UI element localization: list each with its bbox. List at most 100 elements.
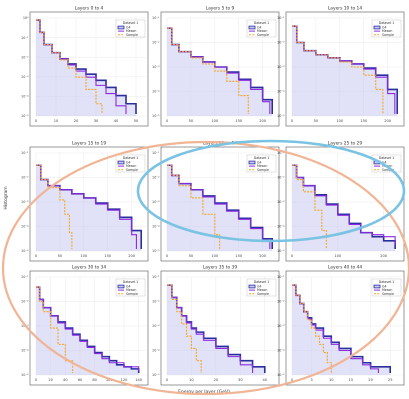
x-tick-label: 200 <box>384 119 392 123</box>
x-tick-label: 100 <box>336 119 344 123</box>
series-sample <box>36 19 103 114</box>
legend-label-sample: Sample <box>257 168 269 172</box>
x-tick-label: 200 <box>259 119 267 123</box>
x-tick-label: 150 <box>104 254 112 258</box>
x-tick-label: 30 <box>238 378 243 382</box>
x-tick-label: 0 <box>291 119 294 123</box>
panel-8: Layers 35 to 39 0 10 20 30 40 10⁻¹ 10⁻² 10⁻³ 10⁻⁴… <box>152 265 280 386</box>
legend-label-sample: Sample <box>126 33 138 37</box>
x-tick-label: 0 <box>166 378 169 382</box>
series-sample <box>292 25 384 114</box>
y-tick-label: 10⁻¹ <box>277 16 285 20</box>
series-sample <box>36 164 73 249</box>
y-tick-label: 10⁻⁵ <box>277 114 285 118</box>
legend-swatch-g4 <box>248 160 256 165</box>
x-tick-label: 120 <box>121 378 129 382</box>
panel-title: Layers 35 to 39 <box>203 265 238 271</box>
panel-4: Layers 15 to 19 0 50 100 150 200 10⁻¹ 10⁻² 10⁻³ 1… <box>21 141 149 262</box>
series-meson <box>292 25 396 114</box>
x-tick-label: 10 <box>329 378 334 382</box>
legend-label-sample: Sample <box>257 33 269 37</box>
y-tick-label: 10⁻¹ <box>21 151 29 155</box>
y-tick-label: 10⁻⁴ <box>21 95 29 99</box>
y-tick-label: 10⁻² <box>21 55 29 59</box>
x-tick-label: 80 <box>92 378 97 382</box>
legend-swatch-g4 <box>248 25 256 30</box>
y-tick-label: 10⁻² <box>152 300 160 304</box>
legend-box <box>115 19 146 38</box>
legend-box <box>371 19 402 38</box>
panel-3: Layers 10 to 14 0 50 100 150 200 10⁻¹ 10⁻² 10⁻³ 1… <box>277 6 405 127</box>
legend-swatch-g4 <box>117 284 125 289</box>
panel-title: Layers 5 to 9 <box>206 6 235 12</box>
series-fill-g4 <box>36 165 142 251</box>
legend-box <box>371 154 402 173</box>
x-tick-label: 140 <box>135 378 143 382</box>
panel-2: Layers 5 to 9 0 50 100 150 200 10⁻¹ 10⁻² 10⁻³ 10⁻… <box>152 6 280 127</box>
x-tick-label: 10 <box>189 378 194 382</box>
series-sample <box>167 27 249 114</box>
y-tick-label: 10⁻² <box>21 176 29 180</box>
legend-label-meson: Meson <box>126 164 136 168</box>
panel-5: Layers 20 to 240 50 100 150 20010⁻¹10⁻²10⁻³1… <box>152 141 280 262</box>
y-tick-label: 10⁻⁵ <box>277 373 285 377</box>
y-tick-label: 10⁻⁴ <box>277 90 285 94</box>
legend-swatch-g4 <box>117 160 125 165</box>
legend-label-sample: Sample <box>126 168 138 172</box>
x-tick-label: 20 <box>74 119 79 123</box>
y-tick-label: 10⁻⁴ <box>152 90 160 94</box>
x-tick-label: 200 <box>259 254 267 258</box>
x-tick-label: 150 <box>235 119 243 123</box>
series-fill-g4 <box>36 287 139 375</box>
legend-label-g4: G4 <box>257 26 262 30</box>
x-tick-label: 0 <box>166 254 169 258</box>
series-sample <box>167 284 202 373</box>
panel-title: Layers 0 to 4 <box>75 6 104 12</box>
legend-label-sample: Sample <box>126 292 138 296</box>
legend-title: Dataset 1 <box>379 280 395 284</box>
x-tick-label: 40 <box>114 119 119 123</box>
y-tick-label: 10⁻¹ <box>277 151 285 155</box>
x-tick-label: 0 <box>35 254 38 258</box>
x-tick-label: 20 <box>214 378 219 382</box>
panel-7: Layers 30 to 340 20 40 60 80 100 120 14010⁻¹10⁻… <box>21 265 149 386</box>
y-tick-label: 10⁻⁵ <box>277 249 285 253</box>
legend-swatch-g4 <box>373 25 381 30</box>
x-tick-label: 0 <box>291 254 294 258</box>
x-tick-label: 100 <box>211 119 219 123</box>
x-tick-label: 200 <box>128 254 136 258</box>
legend-title: Dataset 1 <box>123 21 139 25</box>
figure-ylabel: Histogram <box>3 186 9 209</box>
legend-title: Dataset 1 <box>254 280 270 284</box>
panel-title: Layers 30 to 34 <box>72 265 107 271</box>
y-tick-label: 10⁻⁴ <box>152 349 160 353</box>
x-tick-label: 0 <box>291 378 294 382</box>
y-tick-label: 10⁻³ <box>21 75 29 79</box>
legend-label-meson: Meson <box>257 164 267 168</box>
legend-title: Dataset 1 <box>254 21 270 25</box>
legend-label-meson: Meson <box>126 29 136 33</box>
x-tick-label: 200 <box>380 254 388 258</box>
legend-box <box>246 154 277 173</box>
y-tick-label: 10⁻² <box>277 176 285 180</box>
y-tick-label: 10⁻² <box>152 41 160 45</box>
y-tick-label: 10⁻⁵ <box>152 373 160 377</box>
x-tick-label: 0 <box>35 119 38 123</box>
legend-label-meson: Meson <box>257 29 267 33</box>
legend-label-sample: Sample <box>257 292 269 296</box>
y-tick-label: 10⁻⁵ <box>152 114 160 118</box>
highlight-ellipse-orange <box>1 140 409 396</box>
y-tick-label: 10⁻³ <box>21 200 29 204</box>
panel-title: Layers 10 to 14 <box>328 6 363 12</box>
y-tick-label: 10⁰ <box>23 16 29 20</box>
legend-box <box>246 278 277 297</box>
y-tick-label: 10⁻¹ <box>277 275 285 279</box>
y-tick-label: 10⁻⁴ <box>21 225 29 229</box>
x-tick-label: 20 <box>48 378 53 382</box>
x-tick-label: 50 <box>189 254 194 258</box>
series-sample <box>36 286 74 373</box>
legend-label-g4: G4 <box>382 285 387 289</box>
y-tick-label: 10⁻⁴ <box>277 225 285 229</box>
y-tick-label: 10⁻³ <box>277 324 285 328</box>
